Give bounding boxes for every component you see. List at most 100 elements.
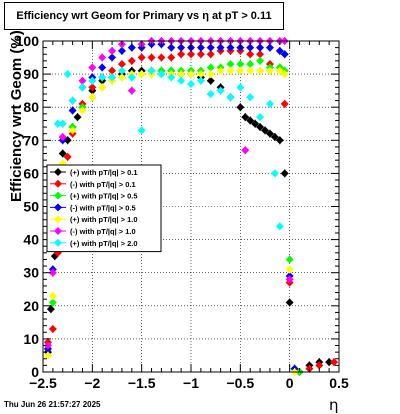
data-point	[196, 76, 205, 85]
data-point	[196, 50, 205, 59]
data-point	[236, 83, 245, 92]
data-point	[256, 56, 265, 65]
data-point	[88, 63, 97, 72]
data-point	[46, 305, 55, 314]
data-point	[98, 73, 107, 82]
data-point	[196, 43, 205, 52]
data-point	[275, 222, 284, 231]
data-point	[285, 265, 294, 274]
data-point	[280, 99, 289, 108]
data-point	[275, 66, 284, 75]
data-point	[261, 126, 269, 135]
data-point	[147, 53, 156, 62]
data-point	[68, 126, 77, 135]
data-point	[78, 76, 87, 85]
data-point	[167, 43, 176, 52]
data-point	[256, 66, 265, 75]
y-tick-label: 60	[23, 165, 39, 181]
title-box: Efficiency wrt Geom for Primary vs η at …	[4, 2, 284, 30]
data-point	[177, 43, 186, 52]
data-point	[177, 50, 186, 59]
y-tick-label: 80	[23, 99, 39, 115]
data-point	[206, 50, 215, 59]
data-point	[270, 169, 279, 178]
data-point	[196, 70, 205, 79]
data-point	[157, 53, 166, 62]
data-point	[147, 66, 156, 75]
data-point	[88, 83, 97, 92]
legend-marker	[54, 191, 62, 200]
data-point	[117, 73, 126, 82]
data-point	[187, 50, 195, 59]
data-point	[48, 268, 57, 277]
x-tick-label: 0	[286, 375, 294, 391]
data-point	[117, 66, 126, 75]
data-point	[216, 43, 225, 52]
data-point	[206, 43, 215, 52]
data-point	[246, 50, 255, 59]
data-point	[206, 70, 215, 79]
data-point	[241, 113, 250, 122]
data-point	[236, 66, 245, 75]
data-point	[251, 119, 260, 128]
data-point	[48, 298, 57, 307]
data-point	[68, 106, 77, 115]
data-point	[137, 70, 146, 79]
data-point	[108, 73, 117, 82]
data-point	[246, 116, 255, 125]
legend-label: (+) with pT/|q| > 1.0	[70, 215, 138, 224]
legend-marker	[54, 238, 62, 247]
legend-label: (-) with pT/|q| > 0.5	[70, 203, 136, 212]
data-point	[330, 358, 339, 367]
data-point	[78, 106, 87, 115]
data-point	[216, 86, 225, 95]
data-point	[98, 83, 107, 92]
data-point	[285, 255, 294, 264]
data-point	[315, 361, 324, 370]
data-series	[43, 37, 339, 376]
data-point	[187, 70, 195, 79]
data-point	[270, 132, 279, 141]
data-point	[98, 63, 107, 72]
x-axis-label: η	[329, 396, 339, 414]
x-tick-label: −1	[183, 375, 199, 391]
data-point	[58, 132, 67, 141]
data-point	[48, 324, 57, 333]
data-point	[246, 60, 255, 69]
data-point	[48, 291, 57, 300]
data-point	[187, 80, 195, 89]
data-point	[206, 76, 215, 85]
data-point	[265, 43, 274, 52]
data-point	[167, 53, 176, 62]
legend-marker	[54, 215, 62, 224]
data-point	[58, 119, 67, 128]
data-point	[63, 70, 72, 79]
legend-marker	[54, 227, 62, 235]
data-point	[117, 60, 126, 69]
legend-label: (-) with pT/|q| > 1.0	[70, 227, 136, 236]
data-point	[265, 99, 274, 108]
data-point	[236, 60, 245, 69]
data-point	[98, 53, 107, 62]
x-tick-label: −2.5	[29, 375, 57, 391]
data-point	[167, 73, 176, 82]
data-point	[157, 70, 166, 79]
y-tick-label: 70	[23, 132, 39, 148]
y-tick-label: 10	[23, 331, 39, 347]
legend: (+) with pT/|q| > 0.1 (-) with pT/|q| > 0…	[46, 164, 162, 253]
data-point	[117, 46, 126, 55]
x-tick-label: −0.5	[227, 375, 255, 391]
y-tick-label: 20	[23, 298, 39, 314]
data-point	[68, 96, 77, 105]
y-tick-label: 0	[31, 364, 39, 380]
data-point	[280, 169, 289, 178]
legend-box	[46, 164, 162, 253]
data-point	[256, 43, 265, 52]
data-point	[127, 56, 136, 65]
data-point	[127, 43, 136, 52]
data-point	[88, 93, 97, 102]
data-point	[108, 46, 117, 55]
data-point	[206, 89, 215, 98]
data-point	[325, 358, 334, 367]
